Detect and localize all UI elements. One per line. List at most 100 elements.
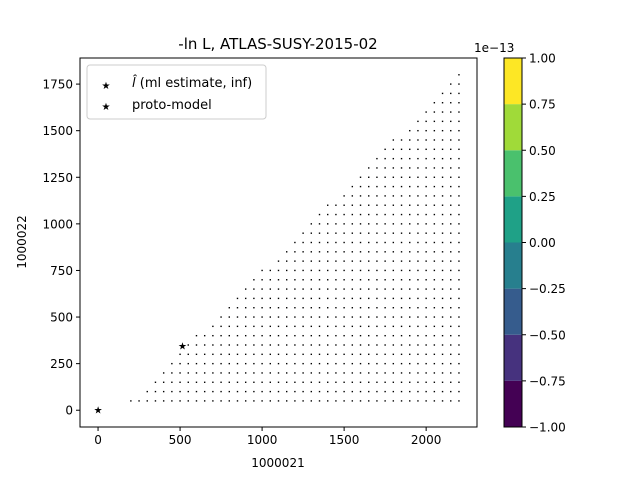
grid-point bbox=[195, 334, 198, 337]
colorbar-tick-label: −1.00 bbox=[529, 421, 566, 435]
grid-point bbox=[450, 307, 452, 309]
grid-point bbox=[458, 74, 460, 76]
grid-point bbox=[286, 400, 288, 402]
grid-point bbox=[335, 381, 337, 383]
grid-point bbox=[253, 390, 255, 393]
grid-point bbox=[244, 362, 247, 365]
grid-point bbox=[228, 334, 230, 337]
grid-point bbox=[318, 269, 321, 272]
grid-point bbox=[384, 372, 386, 374]
grid-point bbox=[450, 213, 452, 216]
x-tick-label: 1500 bbox=[329, 433, 360, 447]
grid-point bbox=[417, 279, 419, 281]
grid-point bbox=[392, 232, 395, 234]
grid-point bbox=[335, 223, 337, 225]
grid-point bbox=[359, 269, 362, 272]
grid-point bbox=[425, 381, 427, 383]
grid-point bbox=[261, 334, 263, 337]
grid-point bbox=[433, 381, 436, 383]
grid-point bbox=[458, 213, 460, 216]
grid-point bbox=[359, 400, 362, 402]
grid-point bbox=[277, 344, 280, 346]
grid-point bbox=[409, 400, 411, 402]
grid-point bbox=[368, 185, 370, 188]
grid-point bbox=[212, 353, 214, 356]
grid-point bbox=[359, 325, 362, 328]
grid-point bbox=[294, 344, 296, 346]
grid-point bbox=[269, 381, 271, 383]
grid-point bbox=[335, 372, 337, 374]
grid-point bbox=[417, 390, 419, 393]
grid-point bbox=[343, 325, 345, 328]
grid-point bbox=[409, 167, 411, 169]
grid-point bbox=[286, 251, 288, 253]
grid-point bbox=[244, 325, 247, 328]
ml-estimate-point: ★ bbox=[94, 406, 103, 417]
grid-point bbox=[441, 297, 444, 300]
grid-point bbox=[236, 362, 239, 365]
grid-point bbox=[138, 400, 140, 402]
grid-point bbox=[253, 353, 255, 356]
grid-point bbox=[302, 344, 304, 346]
grid-point bbox=[441, 148, 444, 151]
grid-point bbox=[269, 390, 271, 393]
grid-point bbox=[433, 195, 436, 197]
grid-point bbox=[450, 185, 452, 188]
grid-point bbox=[400, 185, 403, 188]
grid-point bbox=[359, 241, 362, 244]
grid-point bbox=[441, 176, 444, 178]
grid-point bbox=[244, 381, 247, 383]
grid-point bbox=[417, 269, 419, 272]
grid-point bbox=[253, 381, 255, 383]
grid-point bbox=[236, 400, 239, 402]
grid-point bbox=[212, 390, 214, 393]
grid-point bbox=[236, 344, 239, 346]
grid-point bbox=[351, 316, 354, 318]
grid-point bbox=[392, 316, 395, 318]
grid-point bbox=[368, 372, 370, 374]
grid-point bbox=[310, 260, 313, 262]
grid-point bbox=[343, 204, 345, 206]
grid-point bbox=[441, 353, 444, 356]
grid-point bbox=[228, 390, 230, 393]
grid-point bbox=[277, 390, 280, 393]
grid-point bbox=[400, 307, 403, 309]
grid-point bbox=[384, 241, 386, 244]
grid-point bbox=[294, 279, 296, 281]
grid-point bbox=[286, 260, 288, 262]
grid-point bbox=[376, 362, 378, 365]
grid-point bbox=[228, 400, 230, 402]
grid-point bbox=[343, 260, 345, 262]
grid-point bbox=[384, 185, 386, 188]
grid-point bbox=[286, 307, 288, 309]
grid-point bbox=[384, 260, 386, 262]
grid-point bbox=[359, 223, 362, 225]
grid-point bbox=[425, 344, 427, 346]
grid-point bbox=[335, 260, 337, 262]
grid-point bbox=[171, 381, 173, 383]
grid-point bbox=[359, 185, 362, 188]
grid-point bbox=[318, 213, 321, 216]
grid-point bbox=[327, 241, 329, 244]
grid-point bbox=[343, 362, 345, 365]
x-tick-label: 1000 bbox=[247, 433, 278, 447]
grid-point bbox=[277, 316, 280, 318]
grid-point bbox=[187, 353, 189, 356]
grid-point bbox=[441, 195, 444, 197]
grid-point bbox=[376, 279, 378, 281]
grid-point bbox=[400, 372, 403, 374]
colorbar-tick-label: 0.25 bbox=[529, 190, 556, 204]
grid-point bbox=[236, 297, 239, 300]
grid-point bbox=[425, 372, 427, 374]
grid-point bbox=[368, 325, 370, 328]
grid-point bbox=[335, 241, 337, 244]
grid-point bbox=[441, 204, 444, 206]
grid-point bbox=[277, 400, 280, 402]
grid-point bbox=[294, 288, 296, 290]
grid-point bbox=[458, 297, 460, 300]
grid-point bbox=[286, 372, 288, 374]
grid-point bbox=[425, 176, 427, 178]
grid-point bbox=[458, 381, 460, 383]
colorbar: −1.00 −0.75 −0.50 −0.25 0.00 0.25 0.50 0.75 1.00 bbox=[503, 52, 566, 435]
grid-point bbox=[286, 381, 288, 383]
